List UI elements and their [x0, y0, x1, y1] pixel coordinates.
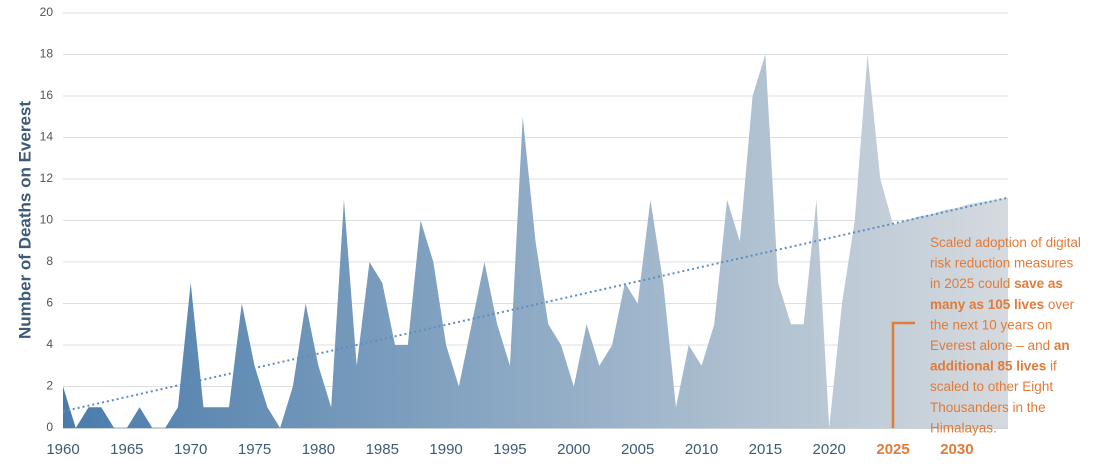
annotation-text: Himalayas. [930, 420, 997, 435]
x-tick-label: 2005 [621, 441, 654, 458]
axes: 0 2 4 6 8 10 12 14 16 18 20 1960 1965 1970 1975 1980 198… [40, 5, 974, 458]
y-tick-label: 18 [40, 47, 54, 61]
trend-line [62, 196, 1009, 413]
x-tick-label: 1965 [110, 441, 143, 458]
annotation-text: scaled to other Eight [930, 379, 1053, 394]
x-tick-label: 2015 [749, 441, 782, 458]
annotation-text: Thousanders in the [930, 399, 1046, 414]
x-tick-label: 2020 [813, 441, 846, 458]
x-tick-label: 2010 [685, 441, 718, 458]
y-tick-label: 0 [46, 420, 53, 434]
annotation-text: in 2025 could [930, 276, 1014, 291]
x-tick-label: 1960 [46, 441, 79, 458]
area [63, 54, 1008, 428]
y-tick-label: 20 [40, 5, 54, 19]
annotation-bracket [891, 321, 915, 428]
annotation-text: Everest alone – and [930, 338, 1054, 353]
x-tick-label: 1970 [174, 441, 207, 458]
annotation-text: an [1054, 338, 1070, 353]
x-tick-label: 2025 [876, 441, 909, 458]
y-axis-label: Number of Deaths on Everest [15, 101, 34, 339]
annotation-text: Scaled adoption of digital [930, 235, 1081, 250]
annotation-text: the next 10 years on [930, 317, 1052, 332]
annotation-text: many as 105 lives [930, 296, 1044, 311]
annotation: Scaled adoption of digital risk reduction… [930, 235, 1081, 435]
x-tick-label: 2030 [940, 441, 973, 458]
x-tick-label: 1995 [493, 441, 526, 458]
x-tick-label: 1990 [429, 441, 462, 458]
x-tick-label: 1980 [302, 441, 335, 458]
y-tick-label: 6 [46, 296, 53, 310]
annotation-text: risk reduction measures [930, 255, 1074, 270]
annotation-text: over [1044, 296, 1075, 311]
annotation-text: additional 85 lives [930, 358, 1046, 373]
y-tick-label: 16 [40, 88, 54, 102]
x-tick-label: 2000 [557, 441, 590, 458]
plot [62, 54, 1009, 428]
y-tick-label: 8 [46, 254, 53, 268]
y-tick-label: 14 [40, 130, 54, 144]
y-tick-label: 4 [46, 337, 53, 351]
x-tick-label: 1975 [238, 441, 271, 458]
y-tick-label: 12 [40, 171, 54, 185]
annotation-text: save as [1014, 276, 1063, 291]
annotation-text: if [1046, 358, 1057, 373]
x-tick-label: 1985 [366, 441, 399, 458]
y-tick-label: 2 [46, 379, 53, 393]
y-tick-label: 10 [40, 213, 54, 227]
